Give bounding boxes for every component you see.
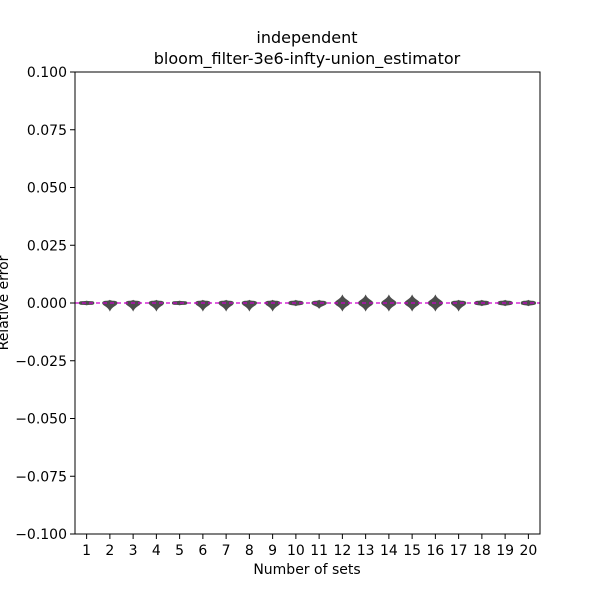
y-tick-label: 0.025 bbox=[27, 238, 67, 254]
violin-17 bbox=[450, 299, 467, 312]
violin-5 bbox=[171, 300, 188, 306]
y-tick-label: −0.075 bbox=[15, 469, 67, 485]
y-tick-label: −0.050 bbox=[15, 412, 67, 428]
violin-20 bbox=[520, 299, 537, 307]
x-tick-label: 7 bbox=[222, 543, 231, 559]
chart-title-line-1: independent bbox=[256, 28, 357, 47]
x-axis: 1 2 3 4 5 6 7 8 9 10 11 12 13 14 15 16 17 18 19 20 bbox=[82, 534, 537, 559]
violin-3 bbox=[125, 299, 141, 312]
x-tick-label: 1 bbox=[82, 543, 91, 559]
x-tick-label: 2 bbox=[105, 543, 114, 559]
violin-9 bbox=[264, 299, 281, 312]
plot-area bbox=[75, 294, 540, 312]
x-tick-label: 6 bbox=[198, 543, 207, 559]
x-axis-label: Number of sets bbox=[253, 562, 360, 578]
chart-title-line-2: bloom_filter-3e6-infty-union_estimator bbox=[154, 49, 461, 69]
x-tick-label: 15 bbox=[403, 543, 421, 559]
violin-1 bbox=[78, 300, 95, 306]
x-tick-label: 10 bbox=[287, 543, 305, 559]
violin-11 bbox=[311, 299, 327, 309]
violin-4 bbox=[148, 299, 165, 312]
y-axis-label: Relative error bbox=[0, 255, 12, 350]
x-tick-label: 14 bbox=[380, 543, 398, 559]
x-tick-label: 13 bbox=[357, 543, 375, 559]
x-tick-label: 3 bbox=[129, 543, 138, 559]
y-tick-label: 0.100 bbox=[27, 65, 67, 81]
x-tick-label: 20 bbox=[519, 543, 537, 559]
x-tick-label: 11 bbox=[310, 543, 328, 559]
x-tick-label: 19 bbox=[496, 543, 514, 559]
x-tick-label: 18 bbox=[473, 543, 491, 559]
violin-7 bbox=[218, 299, 234, 312]
y-tick-label: 0.075 bbox=[27, 123, 67, 139]
x-tick-label: 12 bbox=[333, 543, 351, 559]
y-tick-label: −0.025 bbox=[15, 354, 67, 370]
violin-8 bbox=[241, 299, 258, 312]
y-tick-label: −0.100 bbox=[15, 527, 67, 543]
y-tick-label: 0.000 bbox=[27, 296, 67, 312]
chart-title: independent bloom_filter-3e6-infty-union… bbox=[154, 28, 461, 69]
violin-6 bbox=[195, 299, 211, 312]
violin-14 bbox=[381, 294, 397, 312]
y-tick-label: 0.050 bbox=[27, 181, 67, 197]
y-axis: 0.100 0.075 0.050 0.025 0.000 −0.025 −0.050 −0.… bbox=[15, 65, 75, 543]
x-tick-label: 17 bbox=[450, 543, 468, 559]
x-tick-label: 4 bbox=[152, 543, 161, 559]
x-tick-label: 8 bbox=[245, 543, 254, 559]
x-tick-label: 9 bbox=[268, 543, 277, 559]
x-tick-label: 16 bbox=[426, 543, 444, 559]
violin-2 bbox=[102, 299, 118, 312]
x-tick-label: 5 bbox=[175, 543, 184, 559]
